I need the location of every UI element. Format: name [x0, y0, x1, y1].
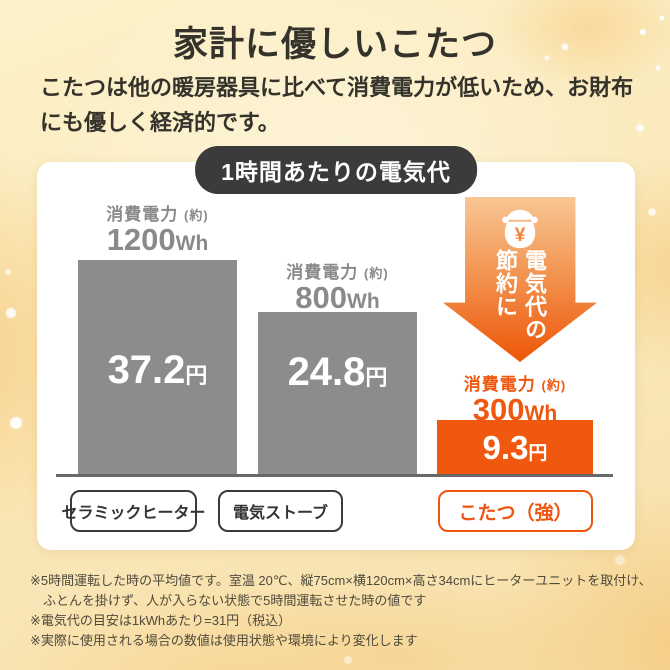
approx-word: (約) — [541, 378, 567, 393]
chart-card: 1時間あたりの電気代 消費電力 (約) 1200Wh 37.2円 消費電力 (約… — [37, 146, 635, 550]
cost-ceramic: 37.2円 — [78, 348, 237, 398]
power-label-stove: 消費電力 (約) 800Wh — [258, 258, 417, 317]
bar-kotatsu: 9.3円 — [437, 420, 593, 475]
footnote-line: ※5時間運転した時の平均値です。室温 20℃、縦75cm×横120cm×高さ34… — [30, 573, 652, 588]
power-unit: Wh — [347, 290, 380, 313]
category-ceramic-heater: セラミックヒーター — [62, 490, 206, 532]
savings-label: 電気代の節約に — [493, 249, 548, 341]
page-subtitle: こたつは他の暖房器具に比べて消費電力が低いため、お財布 にも優しく経済的です。 — [40, 70, 640, 140]
cost-unit: 円 — [365, 365, 388, 390]
power-word: 消費電力 — [286, 263, 359, 282]
cost-kotatsu: 9.3円 — [483, 429, 548, 467]
approx-word: (約) — [184, 208, 209, 223]
power-word: 消費電力 — [463, 375, 536, 394]
approx-word: (約) — [364, 266, 389, 281]
power-label-ceramic: 消費電力 (約) 1200Wh — [78, 200, 237, 259]
power-value: 800 — [295, 280, 348, 315]
chart-baseline — [56, 474, 613, 477]
power-unit: Wh — [524, 402, 558, 425]
page-title: 家計に優しいこたつ — [172, 25, 497, 64]
cost-unit: 円 — [185, 363, 208, 388]
savings-arrow: ¥ 電気代の節約に — [443, 197, 597, 362]
cost-unit: 円 — [528, 442, 548, 464]
cost-value: 37.2 — [107, 348, 186, 392]
cost-stove: 24.8円 — [258, 350, 417, 400]
yen-purse-icon: ¥ — [502, 209, 538, 249]
bar-ceramic-heater — [78, 260, 237, 475]
footnotes: ※5時間運転した時の平均値です。室温 20℃、縦75cm×横120cm×高さ34… — [30, 571, 655, 651]
power-label-kotatsu: 消費電力 (約) 300Wh — [437, 370, 593, 429]
cost-value: 9.3 — [482, 428, 529, 466]
footnote-line: ※実際に使用される場合の数値は使用状態や環境により変化します — [30, 633, 418, 648]
subtitle-line-1: こたつは他の暖房器具に比べて消費電力が低いため、お財布 — [40, 75, 634, 100]
footnote-line: ふとんを掛けず、人が入らない状態で5時間運転させた時の値です — [30, 593, 427, 608]
power-word: 消費電力 — [106, 205, 179, 224]
chart-title-badge: 1時間あたりの電気代 — [195, 146, 477, 194]
bar-electric-stove — [258, 312, 417, 475]
footnote-line: ※電気代の目安は1kWhあたり=31円（税込） — [30, 613, 292, 628]
cost-value: 24.8 — [287, 350, 366, 394]
category-electric-stove: 電気ストーブ — [218, 490, 343, 532]
category-kotatsu: こたつ（強） — [438, 490, 593, 532]
subtitle-line-2: にも優しく経済的です。 — [40, 110, 280, 135]
power-unit: Wh — [175, 232, 209, 255]
power-value: 1200 — [106, 222, 176, 257]
yen-glyph: ¥ — [515, 225, 526, 246]
power-value: 300 — [472, 392, 525, 427]
